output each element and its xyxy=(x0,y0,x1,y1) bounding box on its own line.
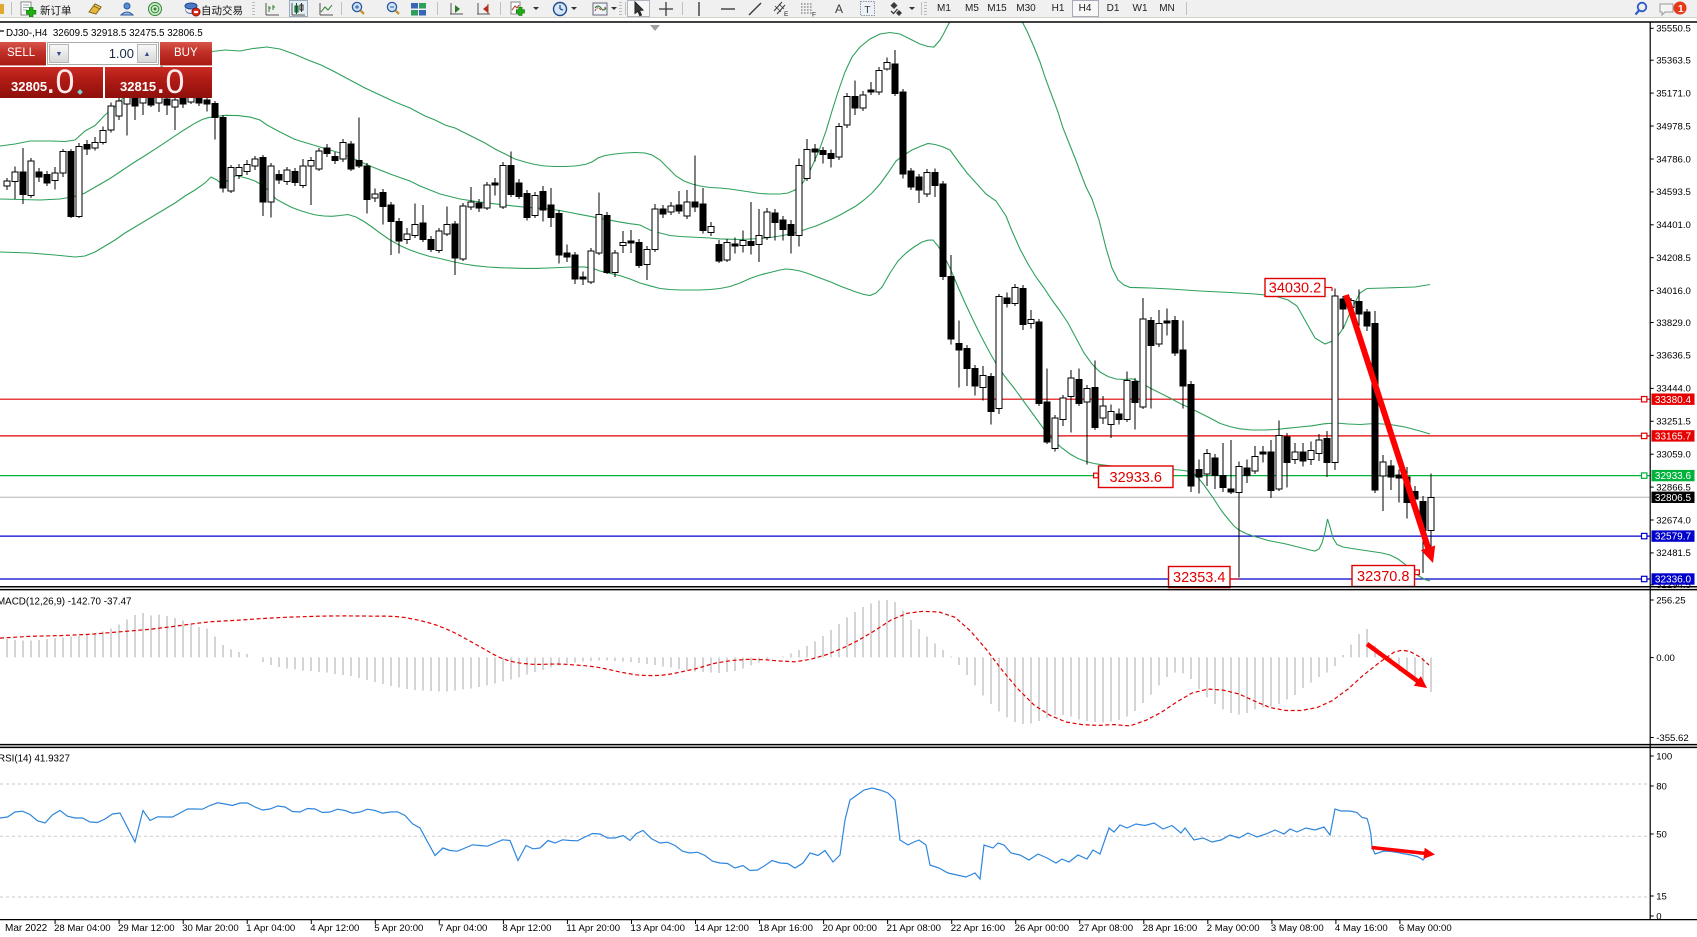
svg-text:26 Apr 00:00: 26 Apr 00:00 xyxy=(1015,923,1069,934)
svg-text:28 Apr 16:00: 28 Apr 16:00 xyxy=(1143,923,1197,934)
svg-text:32353.4: 32353.4 xyxy=(1173,570,1225,586)
svg-text:34208.5: 34208.5 xyxy=(1656,253,1691,264)
svg-text:256.25: 256.25 xyxy=(1656,595,1685,606)
svg-text:1 Apr 04:00: 1 Apr 04:00 xyxy=(246,923,295,934)
svg-text:15: 15 xyxy=(1656,891,1667,902)
svg-text:33251.5: 33251.5 xyxy=(1656,417,1691,428)
svg-text:35171.0: 35171.0 xyxy=(1656,88,1691,99)
svg-text:30 Mar 20:00: 30 Mar 20:00 xyxy=(182,923,239,934)
svg-text:22 Apr 16:00: 22 Apr 16:00 xyxy=(951,923,1005,934)
svg-text:-355.62: -355.62 xyxy=(1656,733,1689,744)
svg-text:50: 50 xyxy=(1656,829,1667,840)
svg-text:20 Apr 00:00: 20 Apr 00:00 xyxy=(823,923,877,934)
svg-text:1: 1 xyxy=(1678,4,1684,15)
svg-text:32370.8: 32370.8 xyxy=(1357,569,1409,585)
svg-text:28 Mar 04:00: 28 Mar 04:00 xyxy=(54,923,111,934)
svg-text:34786.0: 34786.0 xyxy=(1656,154,1691,165)
svg-text:35550.5: 35550.5 xyxy=(1656,24,1691,35)
svg-text:MACD(12,26,9) -142.70 -37.47: MACD(12,26,9) -142.70 -37.47 xyxy=(0,597,132,608)
svg-text:35363.5: 35363.5 xyxy=(1656,56,1691,67)
svg-text:32933.6: 32933.6 xyxy=(1110,470,1162,486)
svg-text:3 May 08:00: 3 May 08:00 xyxy=(1271,923,1324,934)
svg-text:34978.5: 34978.5 xyxy=(1656,121,1691,132)
svg-text:32806.5: 32806.5 xyxy=(1655,493,1692,504)
svg-text:21 Apr 08:00: 21 Apr 08:00 xyxy=(887,923,941,934)
svg-text:E: E xyxy=(784,11,789,17)
svg-text:33165.7: 33165.7 xyxy=(1655,432,1692,443)
svg-text:RSI(14) 41.9327: RSI(14) 41.9327 xyxy=(0,754,70,765)
svg-text:2 May 00:00: 2 May 00:00 xyxy=(1207,923,1260,934)
svg-text:33380.4: 33380.4 xyxy=(1655,395,1692,406)
svg-text:33059.0: 33059.0 xyxy=(1656,450,1691,461)
svg-text:14 Apr 12:00: 14 Apr 12:00 xyxy=(695,923,749,934)
svg-text:0: 0 xyxy=(1656,911,1661,922)
svg-text:34593.5: 34593.5 xyxy=(1656,187,1691,198)
svg-text:32866.5: 32866.5 xyxy=(1656,482,1691,493)
svg-text:7 Apr 04:00: 7 Apr 04:00 xyxy=(438,923,487,934)
svg-text:33829.0: 33829.0 xyxy=(1656,318,1691,329)
svg-text:32336.0: 32336.0 xyxy=(1655,575,1692,586)
svg-text:8 Apr 12:00: 8 Apr 12:00 xyxy=(502,923,551,934)
svg-text:11 Apr 20:00: 11 Apr 20:00 xyxy=(566,923,620,934)
svg-text:32294.5: 32294.5 xyxy=(1656,580,1691,591)
svg-text:32933.6: 32933.6 xyxy=(1655,471,1692,482)
svg-text:33444.0: 33444.0 xyxy=(1656,384,1691,395)
svg-text:13 Apr 04:00: 13 Apr 04:00 xyxy=(631,923,685,934)
svg-text:4 May 16:00: 4 May 16:00 xyxy=(1335,923,1388,934)
svg-text:4 Apr 12:00: 4 Apr 12:00 xyxy=(310,923,359,934)
svg-text:27 Apr 08:00: 27 Apr 08:00 xyxy=(1079,923,1133,934)
svg-text:32674.0: 32674.0 xyxy=(1656,515,1691,526)
svg-text:34030.2: 34030.2 xyxy=(1269,281,1321,297)
svg-text:32579.7: 32579.7 xyxy=(1655,532,1692,543)
svg-text:T: T xyxy=(864,5,870,16)
svg-text:32481.5: 32481.5 xyxy=(1656,548,1691,559)
svg-text:5 Apr 20:00: 5 Apr 20:00 xyxy=(374,923,423,934)
svg-text:18 Apr 16:00: 18 Apr 16:00 xyxy=(759,923,813,934)
svg-text:80: 80 xyxy=(1656,781,1667,792)
svg-text:34401.0: 34401.0 xyxy=(1656,220,1691,231)
svg-text:0.00: 0.00 xyxy=(1656,653,1675,664)
svg-text:100: 100 xyxy=(1656,751,1672,762)
svg-text:29 Mar 12:00: 29 Mar 12:00 xyxy=(118,923,175,934)
svg-text:Mar 2022: Mar 2022 xyxy=(5,923,48,934)
svg-text:F: F xyxy=(812,12,816,18)
svg-text:34016.0: 34016.0 xyxy=(1656,286,1691,297)
svg-text:6 May 00:00: 6 May 00:00 xyxy=(1399,923,1452,934)
svg-text:33636.5: 33636.5 xyxy=(1656,351,1691,362)
